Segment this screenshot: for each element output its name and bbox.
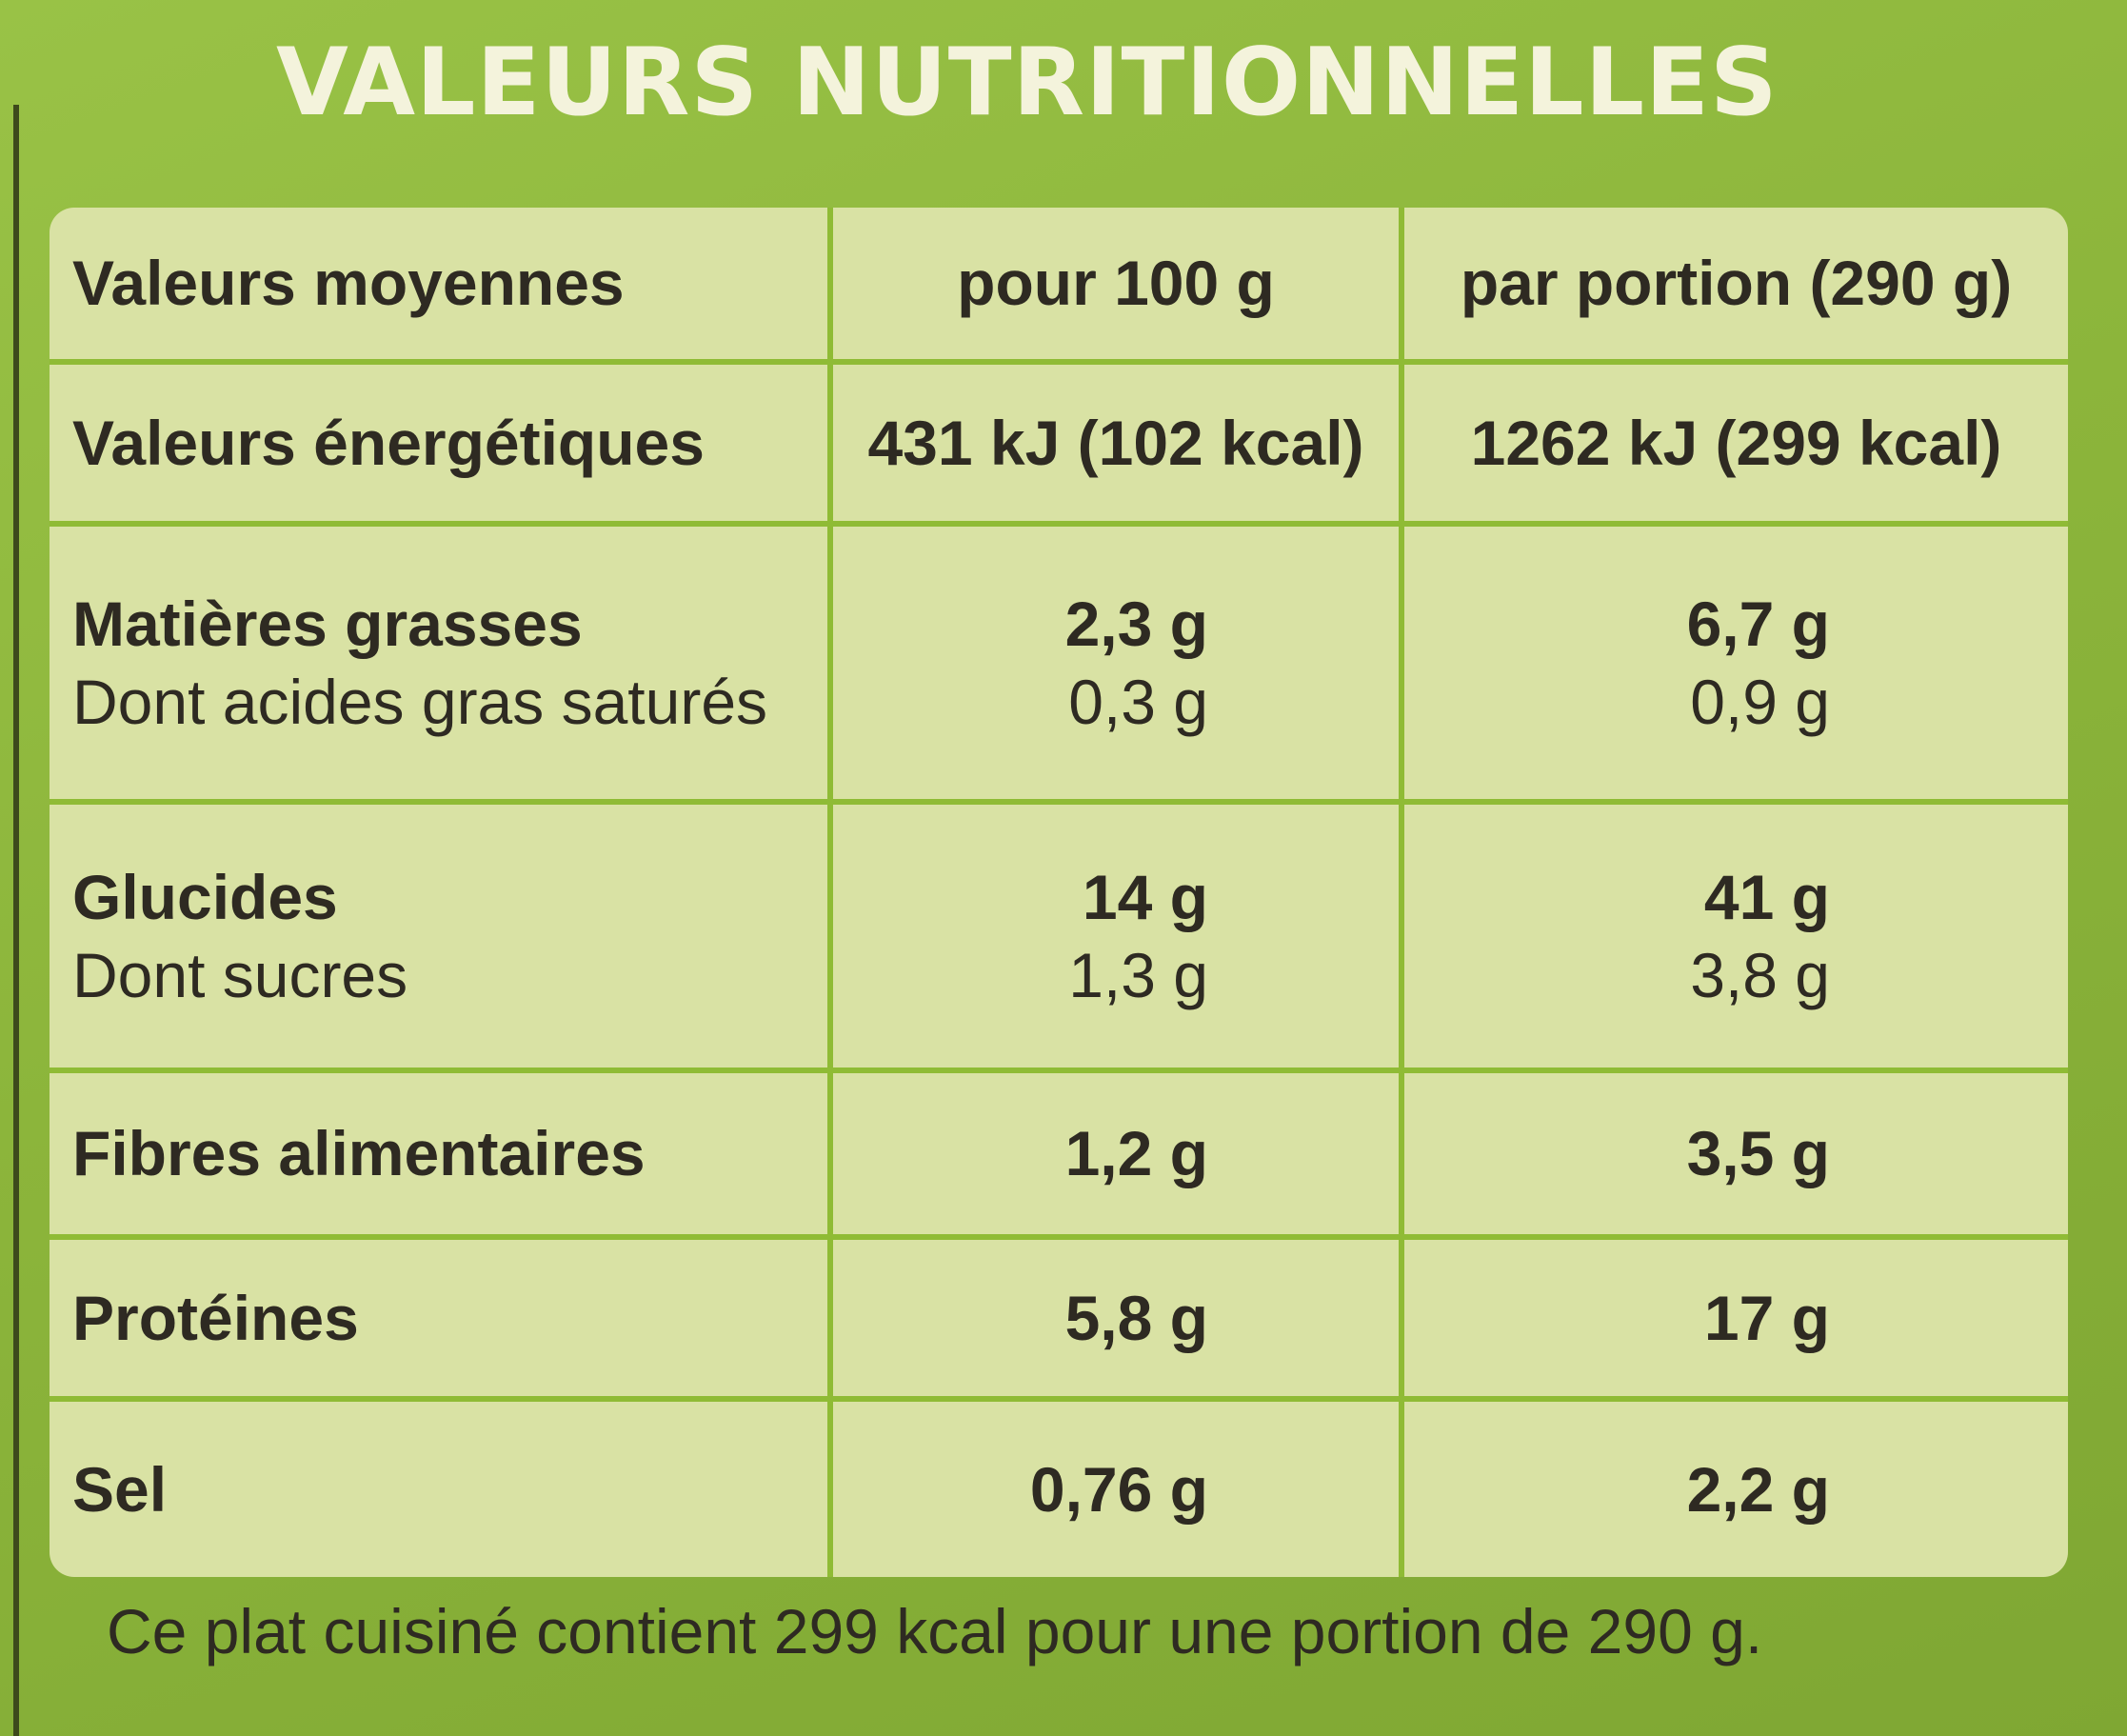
table-header-row: Valeurs moyennes pour 100 g par portion …	[50, 208, 2068, 365]
row-label-protein: Protéines	[50, 1234, 833, 1402]
fat-per-100g: 2,3 g 0,3 g	[827, 521, 1404, 805]
table-row: Glucides Dont sucres 14 g 1,3 g 41 g 3,8…	[50, 799, 2068, 1073]
section-title: VALEURS NUTRITIONNELLES	[276, 29, 1779, 137]
protein-per-portion: 17 g	[1399, 1234, 2068, 1402]
carbs-label: Glucides	[72, 861, 338, 932]
fiber-per-100g: 1,2 g	[827, 1068, 1404, 1240]
footer-note: Ce plat cuisiné contient 299 kcal pour u…	[107, 1596, 1763, 1666]
left-edge-rule	[13, 105, 19, 1736]
row-label-carbs: Glucides Dont sucres	[50, 799, 833, 1073]
table-row: Fibres alimentaires 1,2 g 3,5 g	[50, 1068, 2068, 1240]
fat-per-portion-value: 6,7 g	[1686, 588, 1830, 659]
energy-per-portion: 1262 kJ (299 kcal)	[1399, 359, 2068, 527]
energy-per-100g: 431 kJ (102 kcal)	[827, 359, 1404, 527]
header-per-100g: pour 100 g	[827, 208, 1404, 365]
fiber-per-portion: 3,5 g	[1399, 1068, 2068, 1240]
carbs-per-100g: 14 g 1,3 g	[827, 799, 1404, 1073]
row-label-energy: Valeurs énergétiques	[50, 359, 833, 527]
salt-per-portion: 2,2 g	[1399, 1396, 2068, 1577]
saturated-fat-per-100g-value: 0,3 g	[1068, 667, 1208, 737]
fat-per-100g-value: 2,3 g	[1064, 588, 1208, 659]
table-row: Protéines 5,8 g 17 g	[50, 1234, 2068, 1402]
carbs-per-portion: 41 g 3,8 g	[1399, 799, 2068, 1073]
saturated-fat-per-portion-value: 0,9 g	[1690, 667, 1830, 737]
table-row: Matières grasses Dont acides gras saturé…	[50, 521, 2068, 805]
sugars-per-100g-value: 1,3 g	[1068, 940, 1208, 1010]
salt-per-100g: 0,76 g	[827, 1396, 1404, 1577]
row-label-fat: Matières grasses Dont acides gras saturé…	[50, 521, 833, 805]
nutrition-table: Valeurs moyennes pour 100 g par portion …	[50, 208, 2068, 1577]
carbs-per-100g-value: 14 g	[1082, 861, 1208, 932]
row-label-salt: Sel	[50, 1396, 833, 1577]
fat-label: Matières grasses	[72, 588, 583, 659]
header-label: Valeurs moyennes	[50, 208, 833, 365]
sugars-label: Dont sucres	[72, 940, 408, 1010]
table-row: Sel 0,76 g 2,2 g	[50, 1396, 2068, 1577]
row-label-fiber: Fibres alimentaires	[50, 1068, 833, 1240]
protein-per-100g: 5,8 g	[827, 1234, 1404, 1402]
fat-per-portion: 6,7 g 0,9 g	[1399, 521, 2068, 805]
saturated-fat-label: Dont acides gras saturés	[72, 667, 768, 737]
carbs-per-portion-value: 41 g	[1703, 861, 1830, 932]
table-row: Valeurs énergétiques 431 kJ (102 kcal) 1…	[50, 359, 2068, 527]
sugars-per-portion-value: 3,8 g	[1690, 940, 1830, 1010]
header-per-portion: par portion (290 g)	[1399, 208, 2068, 365]
nutrition-table-panel: Valeurs moyennes pour 100 g par portion …	[50, 208, 2068, 1577]
